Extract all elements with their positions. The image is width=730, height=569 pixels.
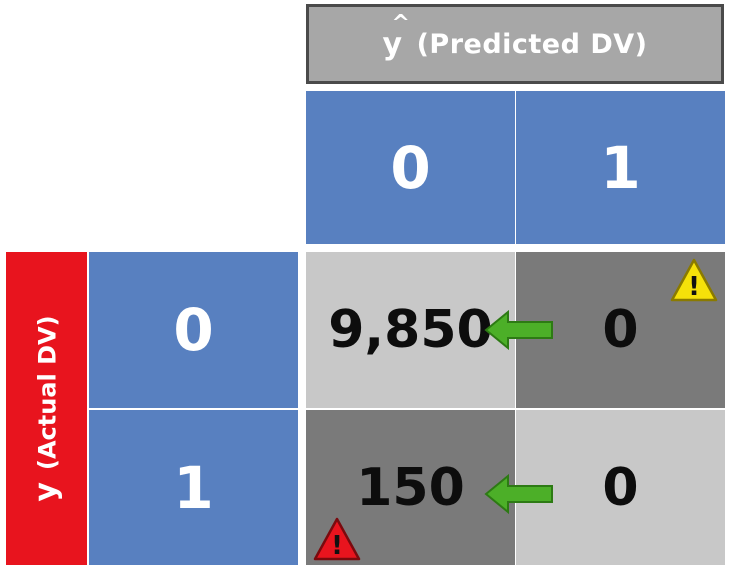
actual-class-0-label: 0 (173, 296, 214, 364)
hat-symbol: ^ (391, 10, 411, 36)
predicted-class-1-header: 1 (516, 91, 725, 244)
true-positive-value: 0 (602, 457, 639, 518)
true-negative-value: 9,850 (328, 300, 493, 360)
true-negative-cell: 9,850 (306, 252, 515, 408)
green-left-arrow-icon (484, 474, 553, 514)
predicted-class-1-label: 1 (600, 133, 641, 202)
warning-red-icon: ! (313, 517, 361, 561)
predicted-class-0-header: 0 (306, 91, 515, 244)
warning-mark: ! (688, 272, 700, 302)
warning-mark: ! (331, 531, 343, 561)
predicted-dv-header: y ^ (Predicted DV) (306, 4, 724, 84)
actual-class-1-header: 1 (89, 410, 298, 565)
predicted-class-0-label: 0 (390, 133, 431, 202)
actual-class-1-label: 1 (173, 453, 214, 522)
y-hat-symbol: y ^ (382, 11, 410, 62)
actual-class-0-header: 0 (89, 252, 298, 408)
green-left-arrow-icon (484, 310, 553, 350)
actual-dv-header: y (Actual DV) (6, 252, 87, 565)
false-negative-value: 150 (356, 457, 465, 518)
predicted-dv-label: (Predicted DV) (416, 28, 648, 60)
y-symbol: y (29, 482, 65, 502)
actual-dv-label: (Actual DV) (34, 315, 63, 471)
y-symbol: y (382, 26, 403, 62)
false-positive-value: 0 (602, 300, 639, 360)
warning-yellow-icon: ! (670, 258, 718, 302)
